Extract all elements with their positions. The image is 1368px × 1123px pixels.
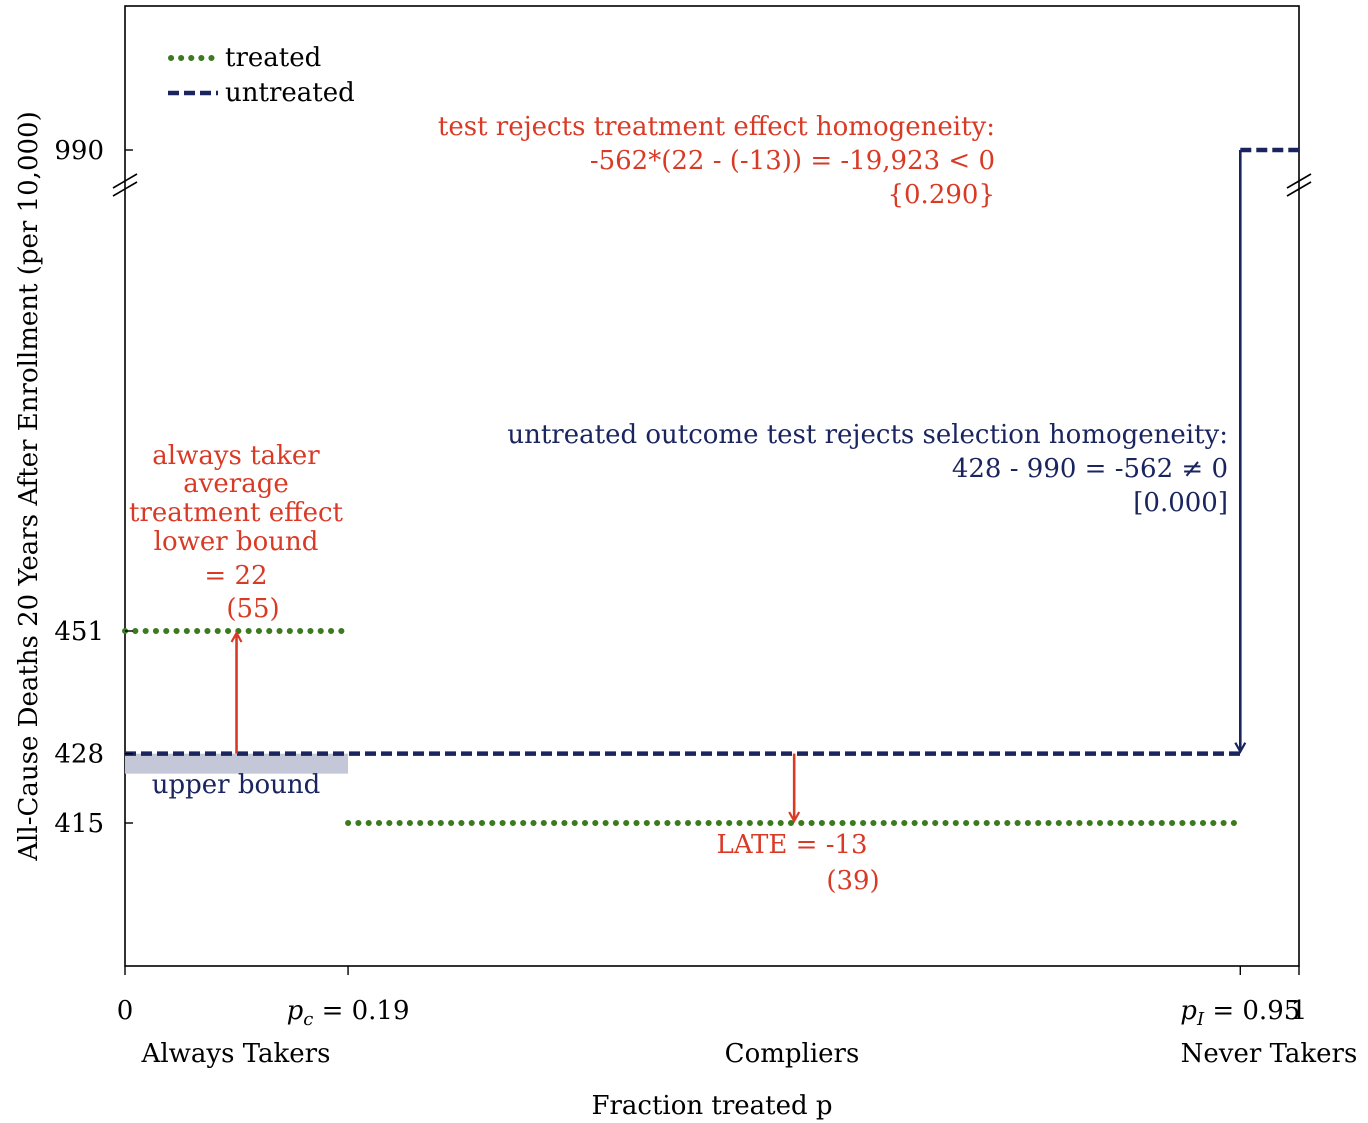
always-taker-annotation: always taker average treatment effect lo… <box>129 441 344 624</box>
arrow-0-head <box>230 630 243 643</box>
plot-frame <box>124 5 1300 967</box>
axis-break-right-2 <box>1286 181 1312 197</box>
axis-break-left-1 <box>112 173 138 189</box>
y-tick-label-428: 428 <box>54 740 104 770</box>
x-tick-label-0: 0 <box>117 996 134 1026</box>
y-axis-label: All-Cause Deaths 20 Years After Enrollme… <box>14 111 44 861</box>
always-taker-line-3: treatment effect <box>129 498 344 528</box>
series-layer <box>122 147 1299 826</box>
treatment-test-line-3: {0.290} <box>887 180 995 210</box>
always-taker-se: (55) <box>226 594 279 624</box>
axis-break-marks <box>112 173 1312 197</box>
group-label-always-takers: Always Takers <box>141 1039 331 1069</box>
arrow-2-head <box>1234 742 1247 754</box>
selection-test-line-2: 428 - 990 = -562 ≠ 0 <box>952 454 1228 484</box>
selection-test-line-1: untreated outcome test rejects selection… <box>507 420 1228 450</box>
always-taker-line-2: average <box>183 469 289 499</box>
treatment-test-annotation: test rejects treatment effect homogeneit… <box>438 112 995 210</box>
always-taker-line-5: = 22 <box>204 561 267 591</box>
arrow-1-head <box>788 811 801 824</box>
late-label: LATE = -13 <box>716 830 867 860</box>
y-tick-label-990: 990 <box>54 136 104 166</box>
group-label-compliers: Compliers <box>725 1039 860 1069</box>
y-tick-layer: 415 428 451 990 <box>54 136 133 839</box>
always-taker-line-1: always taker <box>152 441 320 471</box>
upper-bound-band <box>125 753 349 774</box>
y-tick-label-451: 451 <box>54 617 104 647</box>
x-axis-label: Fraction treated p <box>591 1091 832 1121</box>
x-tick-label-3: 1 <box>1291 996 1308 1026</box>
selection-test-line-3: [0.000] <box>1133 488 1228 518</box>
late-se: (39) <box>826 866 879 896</box>
arrow-layer <box>230 150 1247 824</box>
x-tick-layer: 0 pc = 0.19 pI = 0.951 <box>117 966 1308 1030</box>
legend-treated-label: treated <box>225 43 321 73</box>
late-annotation: LATE = -13 (39) <box>716 830 879 896</box>
x-tick-label-2: pI = 0.95 <box>1180 996 1300 1030</box>
axis-break-left-2 <box>112 181 138 197</box>
treatment-test-line-1: test rejects treatment effect homogeneit… <box>438 112 995 142</box>
axis-break-right-1 <box>1286 173 1312 189</box>
upper-bound-label: upper bound <box>152 770 321 800</box>
selection-test-annotation: untreated outcome test rejects selection… <box>507 420 1228 518</box>
legend: treated untreated <box>168 43 355 108</box>
legend-untreated-label: untreated <box>225 78 355 108</box>
group-label-never-takers: Never Takers <box>1181 1039 1358 1069</box>
treatment-test-line-2: -562*(22 - (-13)) = -19,923 < 0 <box>590 146 995 176</box>
y-tick-label-415: 415 <box>54 809 104 839</box>
x-tick-label-1: pc = 0.19 <box>287 996 410 1030</box>
always-taker-line-4: lower bound <box>154 527 319 557</box>
